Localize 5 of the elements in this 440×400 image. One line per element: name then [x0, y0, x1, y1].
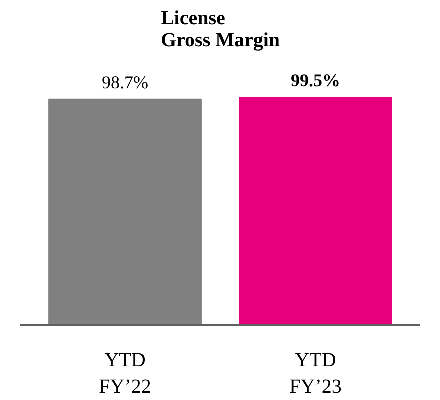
x-tick-label: YTD FY’23 [290, 350, 342, 398]
data-label: 99.5% [290, 70, 340, 91]
chart-title: License Gross Margin [160, 8, 280, 52]
x-tick-label: YTD FY’22 [99, 350, 152, 398]
data-label: 98.7% [102, 72, 149, 93]
